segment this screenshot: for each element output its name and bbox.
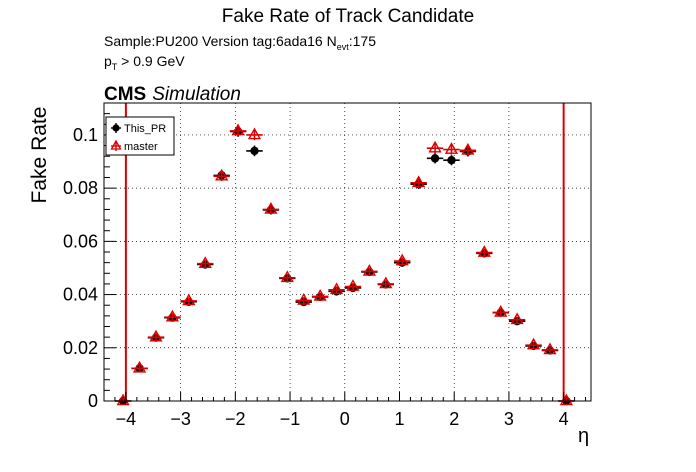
- data-point: [379, 276, 393, 289]
- data-point: [494, 304, 508, 317]
- cms-label: CMS: [104, 84, 147, 105]
- data-point: [215, 168, 229, 181]
- data-point: [247, 127, 262, 140]
- data-point: [231, 123, 245, 136]
- data-point: [362, 263, 376, 276]
- data-point: [526, 337, 541, 350]
- nevt-subscript: evt: [336, 42, 349, 52]
- data-point: [264, 202, 278, 214]
- y-tick-label: 0.06: [63, 231, 98, 251]
- y-tick-label: 0.04: [63, 285, 98, 305]
- data-point: [428, 140, 442, 153]
- y-tick-label: 0.02: [63, 338, 98, 358]
- x-tick-label: −3: [170, 409, 191, 429]
- data-point: [430, 154, 440, 163]
- y-tick-label: 0.08: [63, 178, 98, 198]
- data-point: [444, 142, 459, 154]
- y-tick-label: 0.1: [73, 125, 98, 145]
- data-point: [447, 156, 456, 165]
- x-tick-label: 1: [394, 409, 404, 429]
- chart-title: Fake Rate of Track Candidate: [221, 6, 475, 27]
- data-point: [461, 142, 475, 155]
- legend-marker: [112, 124, 120, 132]
- data-point: [132, 360, 147, 373]
- data-point: [412, 175, 426, 188]
- data-point: [165, 309, 179, 322]
- pt-cut-label: pT > 0.9 GeV: [104, 53, 185, 72]
- data-point: [250, 146, 259, 156]
- cms-label-line: CMS Simulation: [104, 84, 241, 106]
- plot-frame: [103, 102, 592, 402]
- x-tick-label: −2: [225, 409, 246, 429]
- data-point: [395, 253, 409, 266]
- data-point: [182, 293, 196, 306]
- axes: −4 −3 −2 −1 0 1 2 3 4 0 0.02 0.04 0.06 0.08 0.1: [63, 102, 587, 429]
- data-point: [149, 329, 163, 342]
- series-master: [114, 123, 575, 406]
- data-point: [477, 245, 491, 257]
- pt-symbol: p: [104, 53, 112, 69]
- legend-marker: [110, 139, 122, 150]
- x-tick-label: 0: [340, 409, 350, 429]
- data-point: [297, 292, 311, 305]
- data-point: [510, 312, 524, 325]
- data-point: [346, 279, 360, 291]
- data-point: [280, 270, 294, 283]
- data-point: [198, 256, 212, 269]
- nevt-value: :175: [348, 33, 376, 49]
- x-tick-label: −1: [280, 409, 301, 429]
- legend-label: This_PR: [124, 123, 166, 135]
- x-axis-label: η: [578, 425, 590, 447]
- pt-cut-value: > 0.9 GeV: [117, 53, 185, 69]
- data-point: [313, 289, 327, 301]
- sample-info: Sample:PU200 Version tag:6ada16 Nevt:175: [104, 33, 376, 52]
- legend-entry: This_PR: [111, 123, 166, 135]
- x-tick-label: 3: [504, 409, 514, 429]
- data-point: [543, 342, 557, 355]
- pt-subscript: T: [111, 62, 118, 72]
- x-tick-label: 4: [559, 409, 569, 429]
- legend-label: master: [124, 141, 158, 153]
- data-point: [329, 282, 344, 295]
- x-tick-label: 2: [449, 409, 459, 429]
- sample-info-text: Sample:PU200 Version tag:6ada16 N: [104, 33, 337, 49]
- simulation-label: Simulation: [152, 84, 241, 105]
- x-tick-label: −4: [116, 409, 137, 429]
- grid-lines: [104, 103, 591, 402]
- y-tick-label: 0: [88, 391, 98, 411]
- legend-entry: master: [110, 139, 158, 153]
